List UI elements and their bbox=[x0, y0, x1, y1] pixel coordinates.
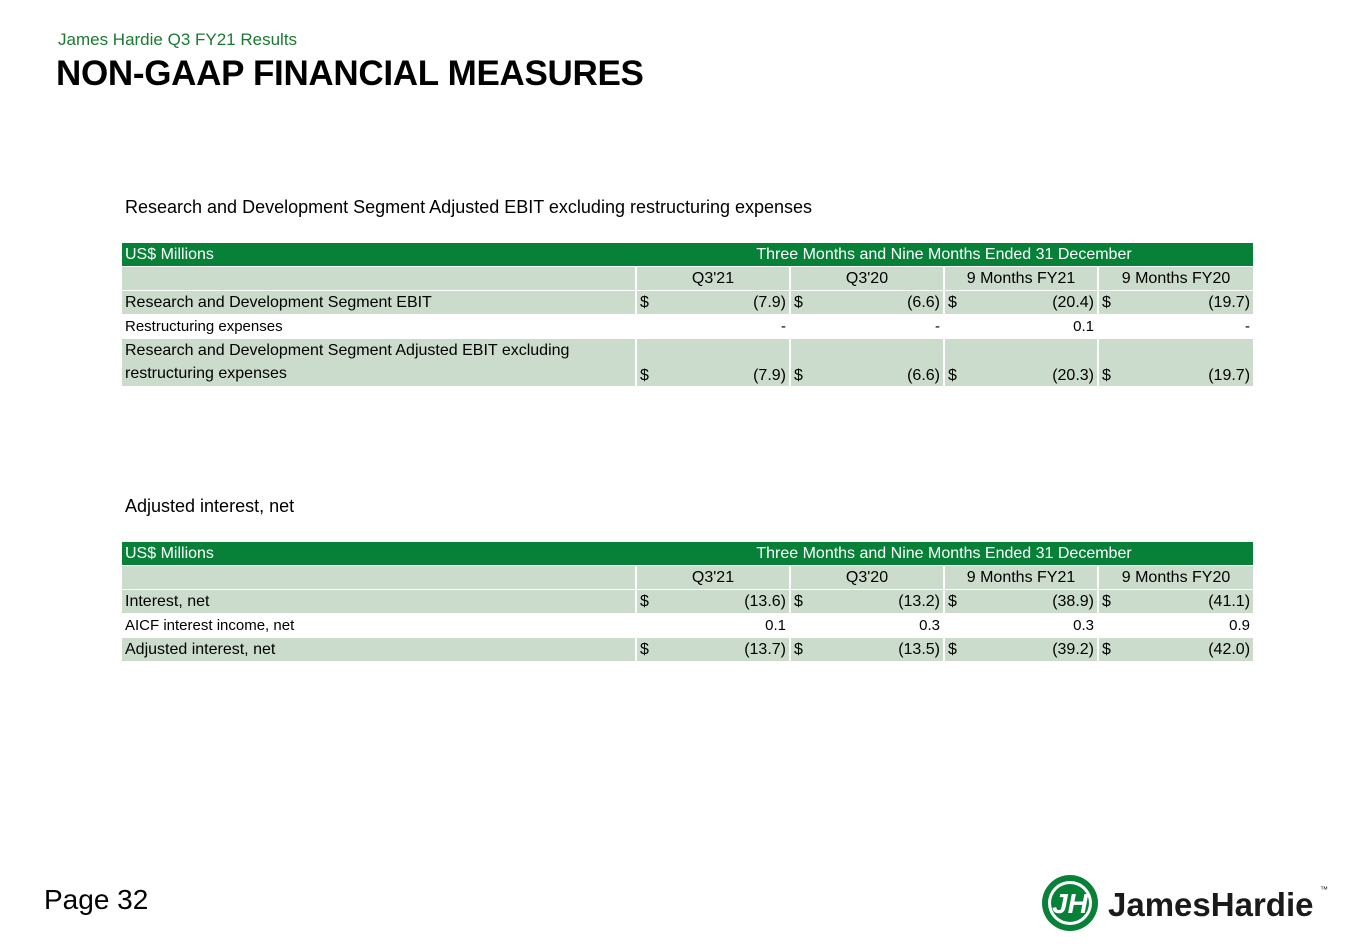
value: 0.3 bbox=[943, 613, 1097, 637]
logo-trademark: ™ bbox=[1320, 885, 1328, 894]
value: - bbox=[789, 314, 943, 338]
currency-symbol: $ bbox=[640, 367, 649, 384]
section-title-adjusted-interest: Adjusted interest, net bbox=[125, 496, 295, 516]
currency-symbol: $ bbox=[1102, 367, 1111, 384]
value: (20.4) bbox=[1052, 293, 1094, 311]
value-cell: $ (13.6) bbox=[635, 589, 789, 613]
value-cell: $ (42.0) bbox=[1097, 637, 1254, 661]
column-header: 9 Months FY21 bbox=[943, 266, 1097, 290]
table-row: Restructuring expenses - - 0.1 - bbox=[122, 314, 1254, 338]
currency-symbol: $ bbox=[1102, 592, 1111, 610]
value: (19.7) bbox=[1208, 293, 1251, 311]
logo-initials: JH bbox=[1052, 888, 1089, 919]
value-cell: $ (7.9) bbox=[635, 290, 789, 314]
value: (7.9) bbox=[753, 367, 786, 384]
rd-ebit-table: US$ Millions Three Months and Nine Month… bbox=[122, 243, 1254, 386]
value: - bbox=[635, 314, 789, 338]
table-row: Research and Development Segment EBIT $ (… bbox=[122, 290, 1254, 314]
value-cell: $ (13.7) bbox=[635, 637, 789, 661]
currency-symbol: $ bbox=[794, 592, 803, 610]
unit-label: US$ Millions bbox=[122, 243, 635, 266]
row-label: Adjusted interest, net bbox=[122, 637, 635, 661]
value: (39.2) bbox=[1052, 640, 1094, 658]
james-hardie-logo: JH JamesHardie ™ bbox=[1040, 872, 1330, 934]
table-row: AICF interest income, net 0.1 0.3 0.3 0.… bbox=[122, 613, 1254, 637]
currency-symbol: $ bbox=[948, 293, 957, 311]
value: (13.7) bbox=[744, 640, 786, 658]
row-label: Interest, net bbox=[122, 589, 635, 613]
currency-symbol: $ bbox=[948, 592, 957, 610]
value-cell: $ (13.2) bbox=[789, 589, 943, 613]
value-cell: $ (38.9) bbox=[943, 589, 1097, 613]
value-cell: $ (13.5) bbox=[789, 637, 943, 661]
currency-symbol: $ bbox=[794, 293, 803, 311]
column-header: Q3'21 bbox=[635, 266, 789, 290]
value: (41.1) bbox=[1208, 592, 1251, 610]
column-header-row: Q3'21 Q3'20 9 Months FY21 9 Months FY20 bbox=[122, 266, 1254, 290]
currency-symbol: $ bbox=[794, 640, 803, 658]
value-cell: $ (39.2) bbox=[943, 637, 1097, 661]
value: (13.2) bbox=[898, 592, 940, 610]
currency-symbol: $ bbox=[948, 367, 957, 384]
page-title: NON-GAAP FINANCIAL MEASURES bbox=[56, 54, 644, 93]
value-cell: $ (7.9) bbox=[635, 338, 789, 386]
table-row: Interest, net $ (13.6) $ (13.2) $ (38.9) $ (… bbox=[122, 589, 1254, 613]
value: (20.3) bbox=[1052, 367, 1094, 384]
value-cell: $ (20.3) bbox=[943, 338, 1097, 386]
currency-symbol: $ bbox=[640, 640, 649, 658]
value: 0.3 bbox=[789, 613, 943, 637]
currency-symbol: $ bbox=[794, 367, 803, 384]
value-cell: $ (6.6) bbox=[789, 338, 943, 386]
logo-wordmark: JamesHardie bbox=[1108, 886, 1313, 923]
blank-header-cell bbox=[122, 266, 635, 290]
value: (38.9) bbox=[1052, 592, 1094, 610]
value: (7.9) bbox=[753, 293, 786, 311]
column-header: Q3'20 bbox=[789, 565, 943, 589]
column-header: 9 Months FY20 bbox=[1097, 565, 1254, 589]
value: (6.6) bbox=[907, 367, 940, 384]
column-header: 9 Months FY21 bbox=[943, 565, 1097, 589]
currency-symbol: $ bbox=[948, 640, 957, 658]
adjusted-interest-table: US$ Millions Three Months and Nine Month… bbox=[122, 542, 1254, 661]
row-label: Restructuring expenses bbox=[122, 314, 635, 338]
row-label: Research and Development Segment Adjuste… bbox=[122, 338, 635, 386]
report-subtitle: James Hardie Q3 FY21 Results bbox=[58, 30, 298, 49]
value: (19.7) bbox=[1208, 367, 1251, 384]
value-cell: $ (6.6) bbox=[789, 290, 943, 314]
jh-logo-icon: JH JamesHardie ™ bbox=[1042, 875, 1328, 931]
row-label: Research and Development Segment EBIT bbox=[122, 290, 635, 314]
page-number: Page 32 bbox=[44, 884, 149, 915]
value: (42.0) bbox=[1208, 640, 1251, 658]
period-label: Three Months and Nine Months Ended 31 De… bbox=[635, 243, 1254, 266]
currency-symbol: $ bbox=[1102, 640, 1111, 658]
value-cell: $ (19.7) bbox=[1097, 338, 1254, 386]
value-cell: $ (19.7) bbox=[1097, 290, 1254, 314]
value: (13.6) bbox=[744, 592, 786, 610]
currency-symbol: $ bbox=[1102, 293, 1111, 311]
table-header-row: US$ Millions Three Months and Nine Month… bbox=[122, 243, 1254, 266]
value: 0.1 bbox=[635, 613, 789, 637]
table-row: Research and Development Segment Adjuste… bbox=[122, 338, 1254, 386]
value: - bbox=[1097, 314, 1254, 338]
table-header-row: US$ Millions Three Months and Nine Month… bbox=[122, 542, 1254, 565]
period-label: Three Months and Nine Months Ended 31 De… bbox=[635, 542, 1254, 565]
section-title-rd-ebit: Research and Development Segment Adjuste… bbox=[125, 197, 813, 217]
value-cell: $ (41.1) bbox=[1097, 589, 1254, 613]
column-header: Q3'21 bbox=[635, 565, 789, 589]
table-row: Adjusted interest, net $ (13.7) $ (13.5) $… bbox=[122, 637, 1254, 661]
value-cell: $ (20.4) bbox=[943, 290, 1097, 314]
value: (6.6) bbox=[907, 293, 940, 311]
value: (13.5) bbox=[898, 640, 940, 658]
blank-header-cell bbox=[122, 565, 635, 589]
currency-symbol: $ bbox=[640, 592, 649, 610]
value: 0.1 bbox=[943, 314, 1097, 338]
unit-label: US$ Millions bbox=[122, 542, 635, 565]
column-header: 9 Months FY20 bbox=[1097, 266, 1254, 290]
row-label: AICF interest income, net bbox=[122, 613, 635, 637]
column-header: Q3'20 bbox=[789, 266, 943, 290]
currency-symbol: $ bbox=[640, 293, 649, 311]
column-header-row: Q3'21 Q3'20 9 Months FY21 9 Months FY20 bbox=[122, 565, 1254, 589]
value: 0.9 bbox=[1097, 613, 1254, 637]
